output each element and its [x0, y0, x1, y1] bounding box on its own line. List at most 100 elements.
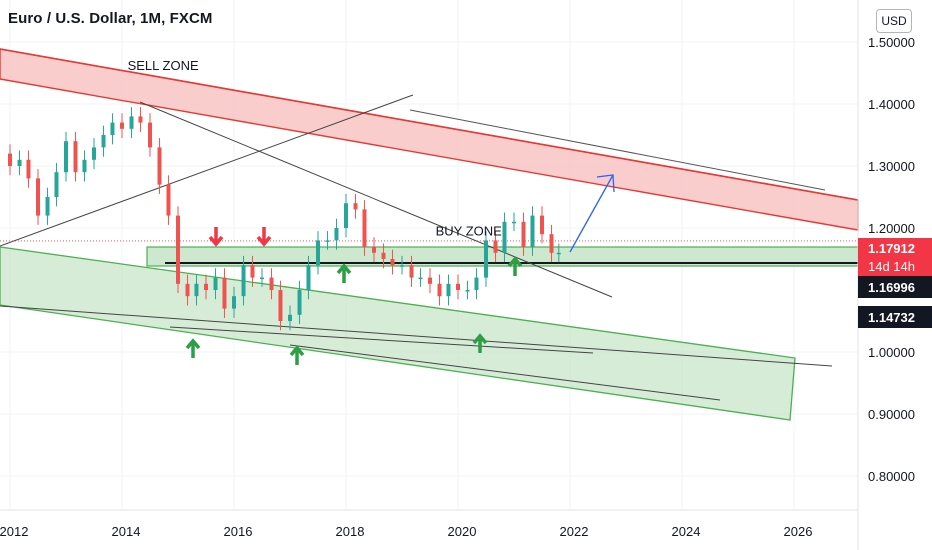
candle-body: [288, 314, 292, 321]
candle-body: [26, 159, 31, 179]
candle-body: [73, 141, 78, 173]
support-channel: [0, 246, 796, 421]
candle-body: [8, 153, 12, 166]
y-tick-label: 0.80000: [868, 469, 915, 484]
candle-body: [194, 283, 199, 297]
price-tag-bg: [858, 306, 932, 328]
price-tag-value: 1.17912: [868, 241, 915, 256]
sell-zone-upper-line: [0, 48, 859, 201]
candle-body: [409, 265, 414, 278]
trend-line: [139, 101, 613, 298]
candle-body: [390, 259, 395, 266]
x-tick-label: 2018: [336, 524, 365, 539]
candle-body: [306, 265, 311, 290]
candle-body: [549, 234, 554, 253]
candle-body: [101, 135, 106, 148]
candle-body: [362, 209, 367, 247]
sell-arrow-icon: [256, 227, 272, 247]
x-tick-label: 2014: [112, 524, 141, 539]
candle-body: [260, 277, 264, 280]
candle-body: [474, 277, 479, 290]
price-tag-bg: [858, 238, 932, 278]
candles: [8, 107, 561, 331]
candle-body: [129, 116, 134, 129]
price-tag-bg: [858, 276, 932, 298]
candle-body: [110, 122, 115, 135]
candle-body: [222, 277, 227, 309]
currency-button[interactable]: USD: [876, 9, 912, 33]
candle-body: [82, 159, 87, 173]
buy-arrow-icon: [336, 263, 352, 283]
candle-body: [334, 228, 339, 241]
price-axis: 1.50000 1.40000 1.30000 1.20000 1.00000 0.900…: [857, 0, 915, 550]
trend-lines: [0, 94, 833, 401]
chart-title: Euro / U.S. Dollar, 1M, FXCM: [8, 10, 213, 27]
time-axis: 2012 2014 2016 2018 2020 2022 2024 2026: [0, 509, 858, 539]
arrow-head: [185, 338, 201, 350]
candle-body: [316, 240, 320, 266]
projection-head: [596, 174, 615, 193]
buy-arrow-icon: [185, 338, 201, 358]
candle-body: [400, 265, 404, 267]
candle-body: [484, 240, 488, 278]
trend-line: [169, 326, 594, 354]
y-tick-label: 1.30000: [868, 159, 915, 174]
arrow-head: [289, 345, 305, 357]
price-tag-value: 1.14732: [868, 310, 915, 325]
candle-body: [157, 147, 162, 185]
candle-body: [465, 290, 470, 292]
buy-arrow-icon: [507, 256, 523, 276]
candle-body: [456, 283, 460, 290]
price-tag-value: 1.16996: [868, 280, 915, 295]
candle-body: [138, 116, 143, 123]
candle-body: [204, 283, 208, 290]
x-tick-label: 2022: [560, 524, 589, 539]
y-tick-label: 1.20000: [868, 221, 915, 236]
candle-body: [45, 197, 50, 216]
candle-body: [521, 221, 526, 247]
projection-line: [569, 174, 614, 253]
candle-body: [232, 296, 236, 309]
y-tick-label: 1.40000: [868, 97, 915, 112]
candle-body: [372, 246, 376, 253]
candle-body: [540, 215, 544, 235]
candle-body: [269, 277, 274, 290]
candle-body: [353, 203, 358, 210]
resistance-line: [409, 109, 826, 191]
candle-body: [64, 141, 68, 173]
y-tick-label: 1.00000: [868, 345, 915, 360]
x-tick-label: 2026: [784, 524, 813, 539]
price-tag: 1.14732: [858, 306, 932, 328]
trend-line: [0, 305, 833, 367]
arrow-head: [256, 235, 272, 247]
candle-body: [148, 122, 152, 148]
candle-body: [166, 184, 171, 216]
candle-body: [512, 221, 516, 224]
candle-body: [325, 240, 330, 242]
arrow-head: [336, 263, 352, 275]
arrow-head: [507, 256, 523, 268]
candle-body: [556, 252, 561, 255]
candle-body: [381, 252, 386, 259]
candle-body: [428, 277, 432, 284]
candle-body: [241, 265, 246, 297]
candle-body: [17, 159, 22, 166]
candle-body: [92, 147, 96, 160]
y-tick-label: 0.90000: [868, 407, 915, 422]
x-tick-label: 2020: [448, 524, 477, 539]
price-tag: 1.17912 14d 14h: [858, 238, 932, 278]
arrow-head: [208, 235, 224, 247]
candle-body: [446, 283, 451, 297]
candle-body: [250, 265, 255, 278]
sell-zone-label: SELL ZONE: [128, 58, 199, 73]
candle-body: [120, 122, 124, 129]
candle-body: [530, 215, 535, 247]
candle-body: [493, 240, 498, 253]
x-tick-label: 2024: [672, 524, 701, 539]
y-tick-label: 1.50000: [868, 35, 915, 50]
price-tag: 1.16996: [858, 276, 932, 298]
candle-body: [54, 172, 59, 197]
x-tick-label: 2012: [0, 524, 28, 539]
